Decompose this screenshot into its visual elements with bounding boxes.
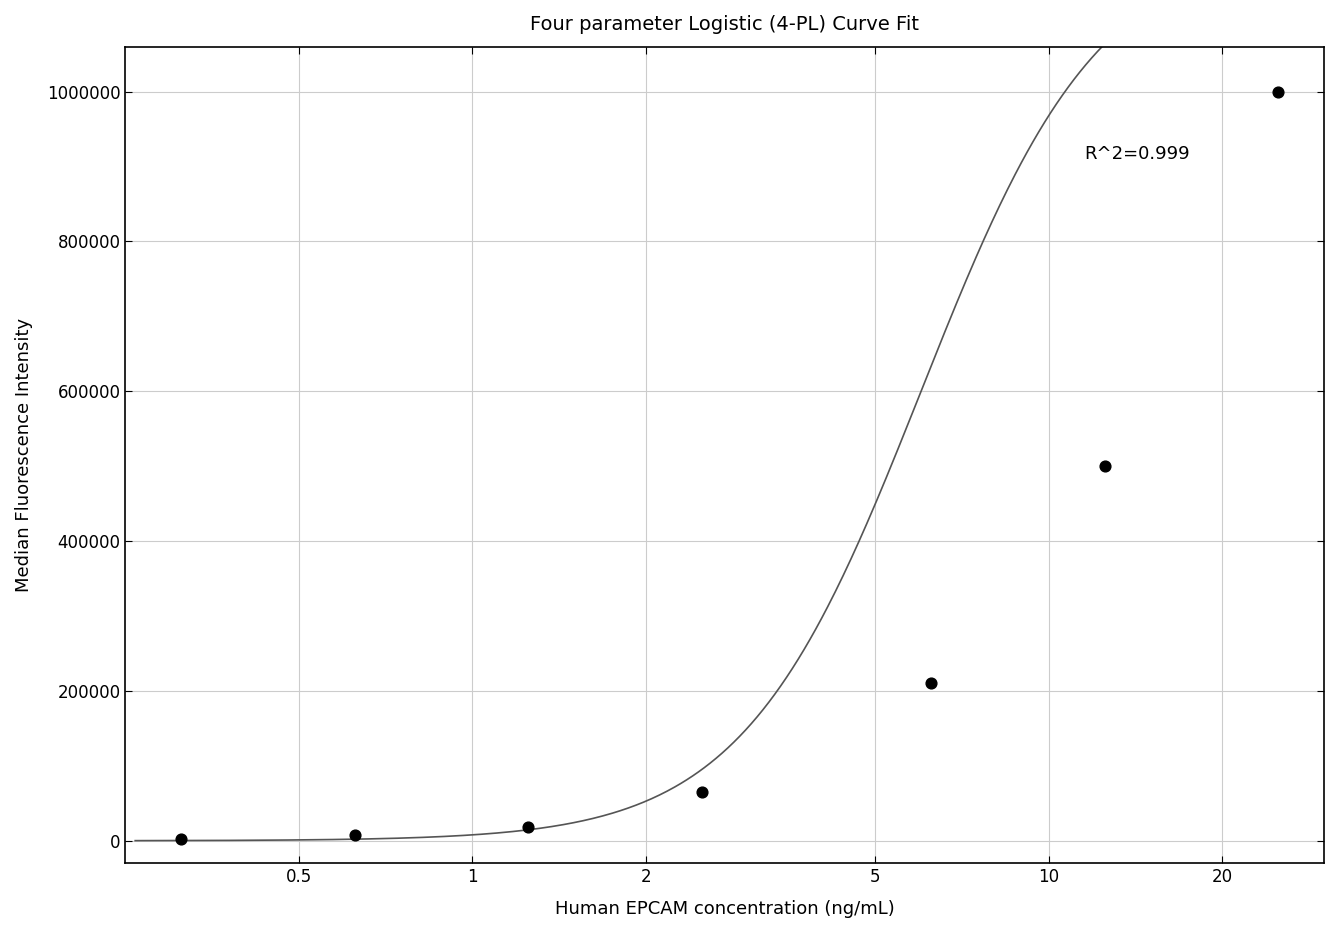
X-axis label: Human EPCAM concentration (ng/mL): Human EPCAM concentration (ng/mL): [554, 900, 894, 918]
Point: [170, 832, 191, 847]
Point: [1094, 459, 1115, 474]
Text: R^2=0.999: R^2=0.999: [1085, 145, 1189, 163]
Point: [344, 828, 366, 842]
Y-axis label: Median Fluorescence Intensity: Median Fluorescence Intensity: [15, 318, 33, 592]
Point: [518, 820, 540, 835]
Title: Four parameter Logistic (4-PL) Curve Fit: Four parameter Logistic (4-PL) Curve Fit: [530, 15, 919, 34]
Point: [920, 676, 941, 691]
Point: [1268, 84, 1289, 99]
Point: [691, 785, 712, 800]
